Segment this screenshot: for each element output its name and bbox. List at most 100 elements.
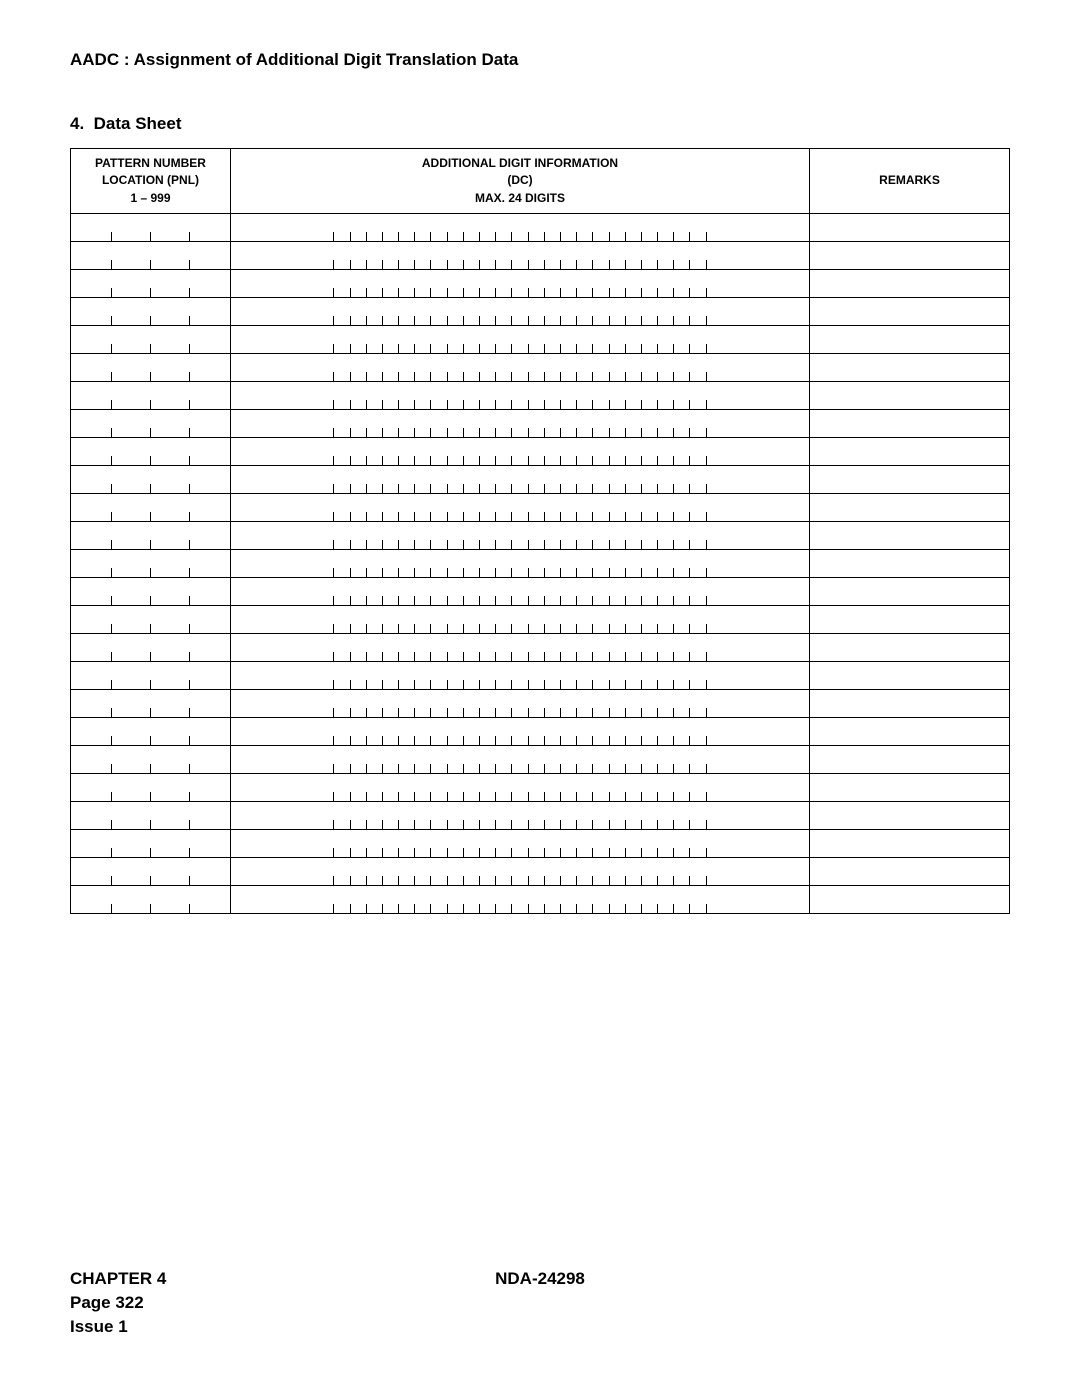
table-row [71,270,1010,298]
table-row [71,718,1010,746]
table-row [71,858,1010,886]
tick-marks [231,466,809,493]
tick-marks [71,802,230,829]
table-row [71,354,1010,382]
tick-marks [71,354,230,381]
cell-dc [231,774,810,802]
tick-marks [231,718,809,745]
tick-marks [231,746,809,773]
tick-marks [71,662,230,689]
cell-pnl [71,326,231,354]
tick-marks [231,606,809,633]
tick-marks [71,494,230,521]
cell-pnl [71,606,231,634]
pnl-header-line3: 1 – 999 [130,191,170,205]
table-row [71,830,1010,858]
cell-remarks [810,270,1010,298]
section-number: 4. [70,114,84,133]
table-row [71,214,1010,242]
tick-marks [71,634,230,661]
tick-marks [71,578,230,605]
table-row [71,690,1010,718]
cell-remarks [810,298,1010,326]
cell-remarks [810,858,1010,886]
cell-pnl [71,718,231,746]
cell-pnl [71,438,231,466]
cell-dc [231,354,810,382]
remarks-header: REMARKS [879,173,940,187]
cell-pnl [71,886,231,914]
col-header-dc: ADDITIONAL DIGIT INFORMATION (DC) MAX. 2… [231,149,810,214]
pnl-header-line1: PATTERN NUMBER [95,156,206,170]
tick-marks [231,690,809,717]
cell-pnl [71,858,231,886]
cell-remarks [810,522,1010,550]
section-heading: 4. Data Sheet [70,114,1010,134]
cell-pnl [71,746,231,774]
table-row [71,550,1010,578]
tick-marks [71,718,230,745]
tick-marks [71,606,230,633]
tick-marks [231,326,809,353]
cell-remarks [810,662,1010,690]
cell-dc [231,634,810,662]
cell-remarks [810,886,1010,914]
data-sheet-table: PATTERN NUMBER LOCATION (PNL) 1 – 999 AD… [70,148,1010,914]
cell-dc [231,382,810,410]
cell-pnl [71,410,231,438]
tick-marks [231,634,809,661]
tick-marks [231,270,809,297]
tick-marks [231,242,809,269]
cell-pnl [71,802,231,830]
tick-marks [231,886,809,913]
tick-marks [231,438,809,465]
table-row [71,494,1010,522]
cell-remarks [810,214,1010,242]
table-row [71,578,1010,606]
tick-marks [71,298,230,325]
tick-marks [231,354,809,381]
cell-remarks [810,690,1010,718]
tick-marks [71,550,230,577]
table-row [71,242,1010,270]
cell-remarks [810,746,1010,774]
cell-pnl [71,214,231,242]
cell-remarks [810,830,1010,858]
table-body [71,214,1010,914]
tick-marks [71,774,230,801]
tick-marks [71,410,230,437]
pnl-header-line2: LOCATION (PNL) [102,173,199,187]
table-row [71,382,1010,410]
cell-remarks [810,494,1010,522]
tick-marks [71,438,230,465]
cell-remarks [810,438,1010,466]
table-row [71,774,1010,802]
cell-remarks [810,718,1010,746]
cell-dc [231,746,810,774]
table-row [71,410,1010,438]
cell-dc [231,494,810,522]
cell-remarks [810,634,1010,662]
cell-dc [231,550,810,578]
table-row [71,634,1010,662]
cell-pnl [71,270,231,298]
cell-dc [231,298,810,326]
cell-dc [231,858,810,886]
tick-marks [231,410,809,437]
tick-marks [71,886,230,913]
cell-pnl [71,298,231,326]
cell-dc [231,466,810,494]
cell-remarks [810,550,1010,578]
tick-marks [231,522,809,549]
cell-pnl [71,354,231,382]
cell-remarks [810,466,1010,494]
page-footer: CHAPTER 4 NDA-24298 Page 322 Issue 1 [70,1269,1010,1337]
tick-marks [71,858,230,885]
table-row [71,298,1010,326]
tick-marks [231,858,809,885]
tick-marks [71,270,230,297]
tick-marks [71,466,230,493]
cell-dc [231,830,810,858]
cell-remarks [810,606,1010,634]
cell-pnl [71,382,231,410]
